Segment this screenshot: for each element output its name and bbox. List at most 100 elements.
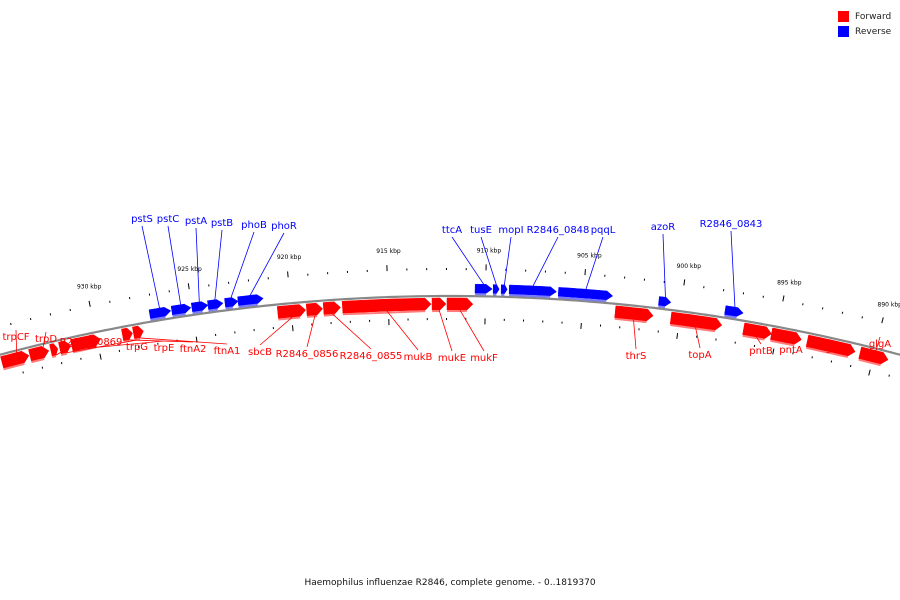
gene-leader-line xyxy=(167,225,182,305)
gene-leader-line xyxy=(66,339,138,354)
gene-leader-line xyxy=(87,340,165,349)
gene-shadow xyxy=(805,346,849,359)
ruler-label: 930 kbp xyxy=(77,284,102,291)
gene-label: mukF xyxy=(470,353,498,364)
gene-label: ftnA1 xyxy=(214,346,241,357)
ruler-tick-inner xyxy=(888,374,890,377)
forward-gene-glgP xyxy=(805,334,856,357)
gene-label: thrS xyxy=(626,351,647,362)
gene-label: mopI xyxy=(498,225,523,236)
gene-leader-line xyxy=(872,336,881,363)
gene-shadow xyxy=(60,352,68,356)
genome-backbone xyxy=(0,294,900,356)
gene-shadow xyxy=(658,305,666,309)
ruler-tick-inner xyxy=(868,369,871,376)
gene-label: trpG xyxy=(126,342,148,353)
ruler-tick-inner xyxy=(292,325,294,332)
gene-label: R2846_0869 xyxy=(60,337,123,348)
forward-gene-sbcB xyxy=(276,304,307,319)
gene-label: glgA xyxy=(869,339,891,350)
gene-shadow xyxy=(278,316,301,321)
forward-swatch xyxy=(838,11,849,22)
gene-shadow xyxy=(742,334,765,341)
ruler-label: 905 kbp xyxy=(577,252,602,259)
legend-label-forward: Forward xyxy=(855,11,892,22)
gene-shadow xyxy=(858,358,881,367)
gene-label: phoB xyxy=(241,220,267,231)
gene-label: ftnA2 xyxy=(180,344,207,355)
reverse-gene-R2846_0848 xyxy=(508,284,557,297)
gene-label: pstB xyxy=(211,218,233,229)
ruler-label: 910 kbp xyxy=(477,247,502,254)
ruler-tick-inner xyxy=(99,353,102,360)
ruler-tick-outer xyxy=(187,283,190,290)
gene-leader-line xyxy=(503,236,512,285)
gene-leader-line xyxy=(829,340,837,353)
gene-leader-line xyxy=(15,329,18,365)
reverse-gene-ttcA xyxy=(474,283,493,294)
gene-label: R2846_0843 xyxy=(700,219,763,230)
gene-label: pntB xyxy=(749,346,773,357)
ruler-label: 925 kbp xyxy=(177,266,202,273)
ruler-labels: 930 kbp 925 kbp 920 kbp 915 kbp 910 kbp 905 k… xyxy=(77,247,900,308)
gene-label: phoR xyxy=(271,221,297,232)
gene-leader-line xyxy=(259,316,293,346)
forward-gene-thrS xyxy=(614,305,654,322)
forward-gene-mukB xyxy=(341,297,432,314)
gene-label: pstC xyxy=(157,214,179,225)
gene-features xyxy=(0,283,889,371)
reverse-gene-phoR xyxy=(237,294,264,307)
gene-leader-line xyxy=(585,236,604,290)
gene-labels: pstS pstC pstA pstB phoB phoR ttcA tusE mopI R284… xyxy=(2,214,891,365)
legend-label-reverse: Reverse xyxy=(855,26,892,37)
gene-label: R2846_0856 xyxy=(276,349,339,360)
reverse-gene-tusE xyxy=(492,284,500,294)
gene-leader-line xyxy=(128,339,194,343)
legend: Forward Reverse xyxy=(838,9,891,39)
gene-leader-line xyxy=(451,236,485,285)
ruler-label: 920 kbp xyxy=(277,254,302,261)
forward-gene-R2846_0855 xyxy=(322,301,341,315)
gene-shadow xyxy=(724,314,737,319)
gene-leader-line xyxy=(230,231,255,298)
gene-shadow xyxy=(558,296,607,302)
gene-label: R2846_0848 xyxy=(527,225,590,236)
gene-leader-line xyxy=(662,233,666,298)
gene-label: mukE xyxy=(438,353,466,364)
gene-shadow xyxy=(192,310,203,314)
ruler-ticks xyxy=(10,264,890,377)
gene-leader-line xyxy=(438,309,453,352)
gene-label: ttcA xyxy=(442,225,462,236)
forward-gene-topA xyxy=(669,311,723,331)
gene-shadow xyxy=(670,324,716,333)
reverse-gene-pstS xyxy=(148,307,172,319)
reverse-gene-phoB xyxy=(224,297,239,308)
forward-gene-mukE xyxy=(431,297,447,311)
gene-label: trpD xyxy=(35,334,57,345)
gene-shadow xyxy=(31,357,45,364)
gene-shadow xyxy=(3,362,25,371)
gene-shadow xyxy=(134,337,141,341)
gene-label: topA xyxy=(688,350,711,361)
gene-shadow xyxy=(225,306,233,310)
reverse-gene-pstC xyxy=(170,303,192,316)
forward-gene-trpD xyxy=(28,346,50,362)
gene-label: R2846_0855 xyxy=(340,351,403,362)
forward-gene-R2846_0869 xyxy=(49,343,59,357)
ruler-tick-outer xyxy=(881,317,884,324)
gene-leader-line xyxy=(386,310,419,351)
gene-leader-line xyxy=(633,319,637,350)
gene-label: trpCF xyxy=(2,332,29,343)
gene-label: sbcB xyxy=(248,347,272,358)
legend-item-forward: Forward xyxy=(838,9,891,24)
ruler-label: 890 kbp xyxy=(878,302,900,309)
reverse-gene-pqqL xyxy=(557,287,614,301)
gene-leader-line xyxy=(55,334,92,356)
forward-gene-mukF xyxy=(446,297,474,311)
gene-shadow xyxy=(150,316,166,321)
gene-leader-line xyxy=(480,236,497,285)
gene-label: pstS xyxy=(131,214,153,225)
gene-shadow xyxy=(238,303,258,308)
forward-gene-ftnA2 xyxy=(121,327,133,342)
